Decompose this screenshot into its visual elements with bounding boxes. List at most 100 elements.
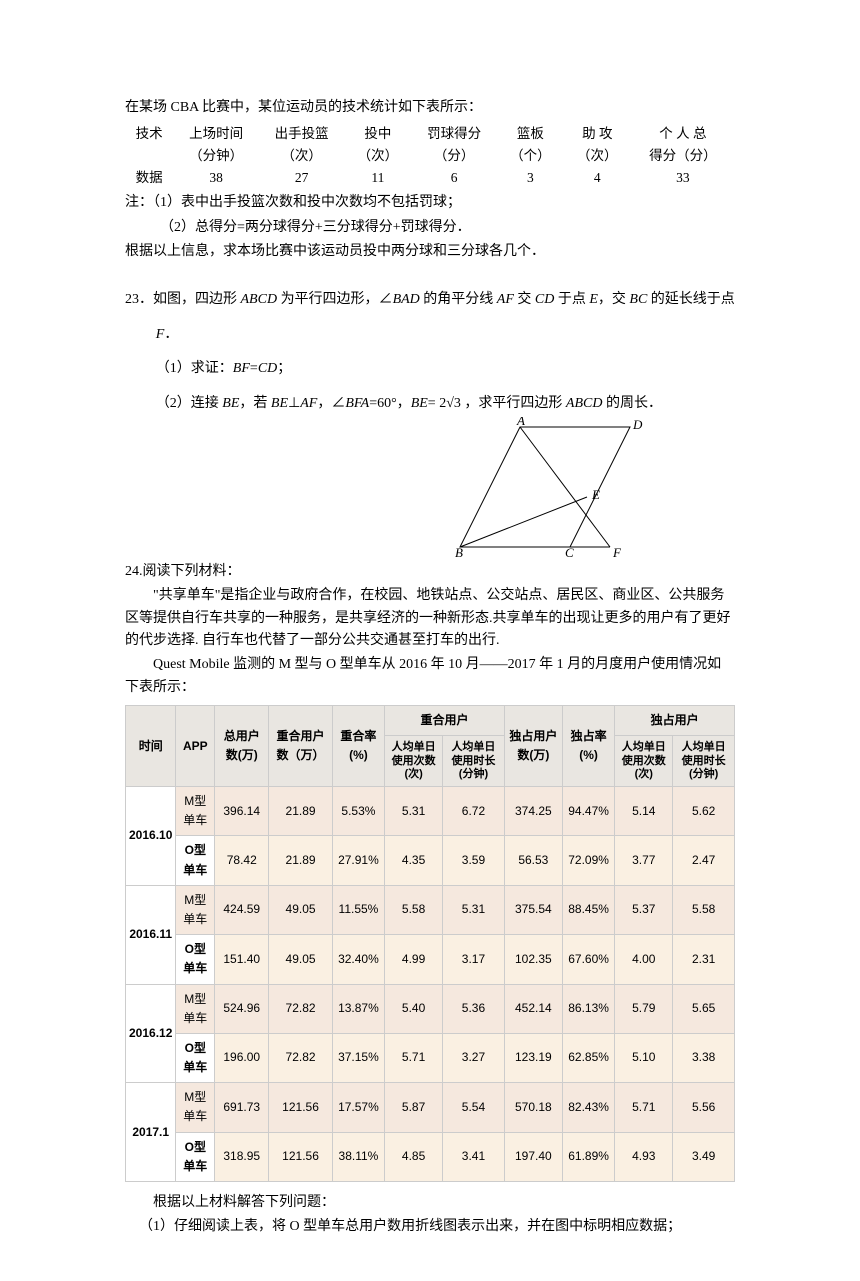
table-row: 2017.1 M型单车 691.73 121.56 17.57% 5.87 5.… <box>126 1083 735 1132</box>
cba-header-row2: （分钟） （次） （次） （分） （个） （次） 得分（分） <box>125 145 735 167</box>
cell: 5.37 <box>615 885 673 934</box>
cell: 4.00 <box>615 935 673 984</box>
cell: 5.40 <box>385 984 443 1033</box>
bike-usage-table: 时间 APP 总用户数(万) 重合用户数（万） 重合率(%) 重合用户 独占用户… <box>125 705 735 1182</box>
cell: 5.56 <box>673 1083 735 1132</box>
label-F: F <box>612 545 622 557</box>
cell: 5.58 <box>385 885 443 934</box>
cell: 5.14 <box>615 787 673 836</box>
cba-h2: （次） <box>344 145 411 167</box>
cell-month: 2016.10 <box>126 787 176 886</box>
cell: 5.10 <box>615 1033 673 1082</box>
cba-h: 篮板 <box>497 123 564 145</box>
cell: 5.54 <box>443 1083 505 1132</box>
q24-after2: （1）仔细阅读上表，将 O 型单车总用户数用折线图表示出来，并在图中标明相应数据… <box>125 1216 735 1238</box>
cell: 3.17 <box>443 935 505 984</box>
q23-p1e: ； <box>277 361 291 376</box>
cell: 72.82 <box>269 1033 332 1082</box>
q23-bc: BC <box>629 292 647 307</box>
cba-d: 3 <box>497 167 564 189</box>
cell: 72.09% <box>562 836 614 885</box>
label-B: B <box>455 545 463 557</box>
cell: 88.45% <box>562 885 614 934</box>
table-row: 2016.12 M型单车 524.96 72.82 13.87% 5.40 5.… <box>126 984 735 1033</box>
q24-head: 24.阅读下列材料： <box>125 561 735 583</box>
q23-part1: （1）求证：BF=CD； <box>125 358 735 380</box>
th-time: 时间 <box>126 706 176 787</box>
cell: 5.79 <box>615 984 673 1033</box>
q23-stem-cont: F． <box>125 324 735 346</box>
cell: 5.53% <box>332 787 384 836</box>
q23-p2d: ，∠ <box>317 396 345 411</box>
th-er: 独占率(%) <box>562 706 614 787</box>
cell: 56.53 <box>504 836 562 885</box>
q23-p2a: （2）连接 <box>156 396 223 411</box>
cell: 5.36 <box>443 984 505 1033</box>
cba-d: 6 <box>411 167 497 189</box>
cell: O型单车 <box>176 1033 215 1082</box>
cell: 27.91% <box>332 836 384 885</box>
cell: 2.47 <box>673 836 735 885</box>
cell: 151.40 <box>215 935 269 984</box>
table-row: O型单车 151.40 49.05 32.40% 4.99 3.17 102.3… <box>126 935 735 984</box>
cell: 86.13% <box>562 984 614 1033</box>
cell: 67.60% <box>562 935 614 984</box>
cell: 11.55% <box>332 885 384 934</box>
th-or: 重合率(%) <box>332 706 384 787</box>
cba-d: 4 <box>564 167 631 189</box>
q23-af: AF <box>497 292 514 307</box>
table-row: O型单车 318.95 121.56 38.11% 4.85 3.41 197.… <box>126 1132 735 1181</box>
q23-be2: BE <box>271 396 288 411</box>
cba-data-row: 数据 38 27 11 6 3 4 33 <box>125 167 735 189</box>
q24-p1: "共享单车"是指企业与政府合作，在校园、地铁站点、公交站点、居民区、商业区、公共… <box>125 585 735 652</box>
cell: M型单车 <box>176 885 215 934</box>
cba-h2: （个） <box>497 145 564 167</box>
cell: M型单车 <box>176 984 215 1033</box>
cba-question: 根据以上信息，求本场比赛中该运动员投中两分球和三分球各几个． <box>125 241 735 263</box>
cba-h: 出手投篮 <box>259 123 345 145</box>
cba-intro: 在某场 CBA 比赛中，某位运动员的技术统计如下表所示： <box>125 97 735 119</box>
cell: 32.40% <box>332 935 384 984</box>
cell: 4.85 <box>385 1132 443 1181</box>
cell: 5.71 <box>615 1083 673 1132</box>
q23-num: 23． <box>125 292 153 307</box>
th-at1: 人均单日使用时长(分钟) <box>443 736 505 787</box>
cell: O型单车 <box>176 1132 215 1181</box>
cell-month: 2017.1 <box>126 1083 176 1182</box>
th-ac1: 人均单日使用次数(次) <box>385 736 443 787</box>
q23-p1d: CD <box>258 361 277 376</box>
cell: 374.25 <box>504 787 562 836</box>
cba-h2: 得分（分） <box>631 145 735 167</box>
cell: 4.99 <box>385 935 443 984</box>
cba-h: 罚球得分 <box>411 123 497 145</box>
cba-d: 33 <box>631 167 735 189</box>
cell: 61.89% <box>562 1132 614 1181</box>
th-excl-group: 独占用户 <box>615 706 735 736</box>
q23-part2: （2）连接 BE，若 BE⊥AF，∠BFA=60°，BE= 2√3 ，求平行四边… <box>125 393 735 415</box>
q23-p1b: BF <box>233 361 250 376</box>
cell: 5.31 <box>385 787 443 836</box>
table-row: 2016.11 M型单车 424.59 49.05 11.55% 5.58 5.… <box>126 885 735 934</box>
th-ac2: 人均单日使用次数(次) <box>615 736 673 787</box>
q23-af2: AF <box>300 396 317 411</box>
cell: 13.87% <box>332 984 384 1033</box>
cell: 62.85% <box>562 1033 614 1082</box>
q23-p2g: 的周长． <box>602 396 662 411</box>
cba-header-row1: 技术 上场时间 出手投篮 投中 罚球得分 篮板 助 攻 个 人 总 <box>125 123 735 145</box>
parallelogram-figure: A D B C F E <box>455 417 665 557</box>
cell: 21.89 <box>269 787 332 836</box>
cba-stats-table: 技术 上场时间 出手投篮 投中 罚球得分 篮板 助 攻 个 人 总 （分钟） （… <box>125 123 735 188</box>
cell: 5.31 <box>443 885 505 934</box>
cell: 3.59 <box>443 836 505 885</box>
cba-h2: （次） <box>564 145 631 167</box>
q23-be3: BE <box>411 396 428 411</box>
cell: 5.65 <box>673 984 735 1033</box>
th-at2: 人均单日使用时长(分钟) <box>673 736 735 787</box>
cell: 3.77 <box>615 836 673 885</box>
cell: M型单车 <box>176 1083 215 1132</box>
q23-p2e: =60°， <box>369 396 411 411</box>
cell: 72.82 <box>269 984 332 1033</box>
cell: 121.56 <box>269 1083 332 1132</box>
th-eu: 独占用户数(万) <box>504 706 562 787</box>
cba-d: 11 <box>344 167 411 189</box>
